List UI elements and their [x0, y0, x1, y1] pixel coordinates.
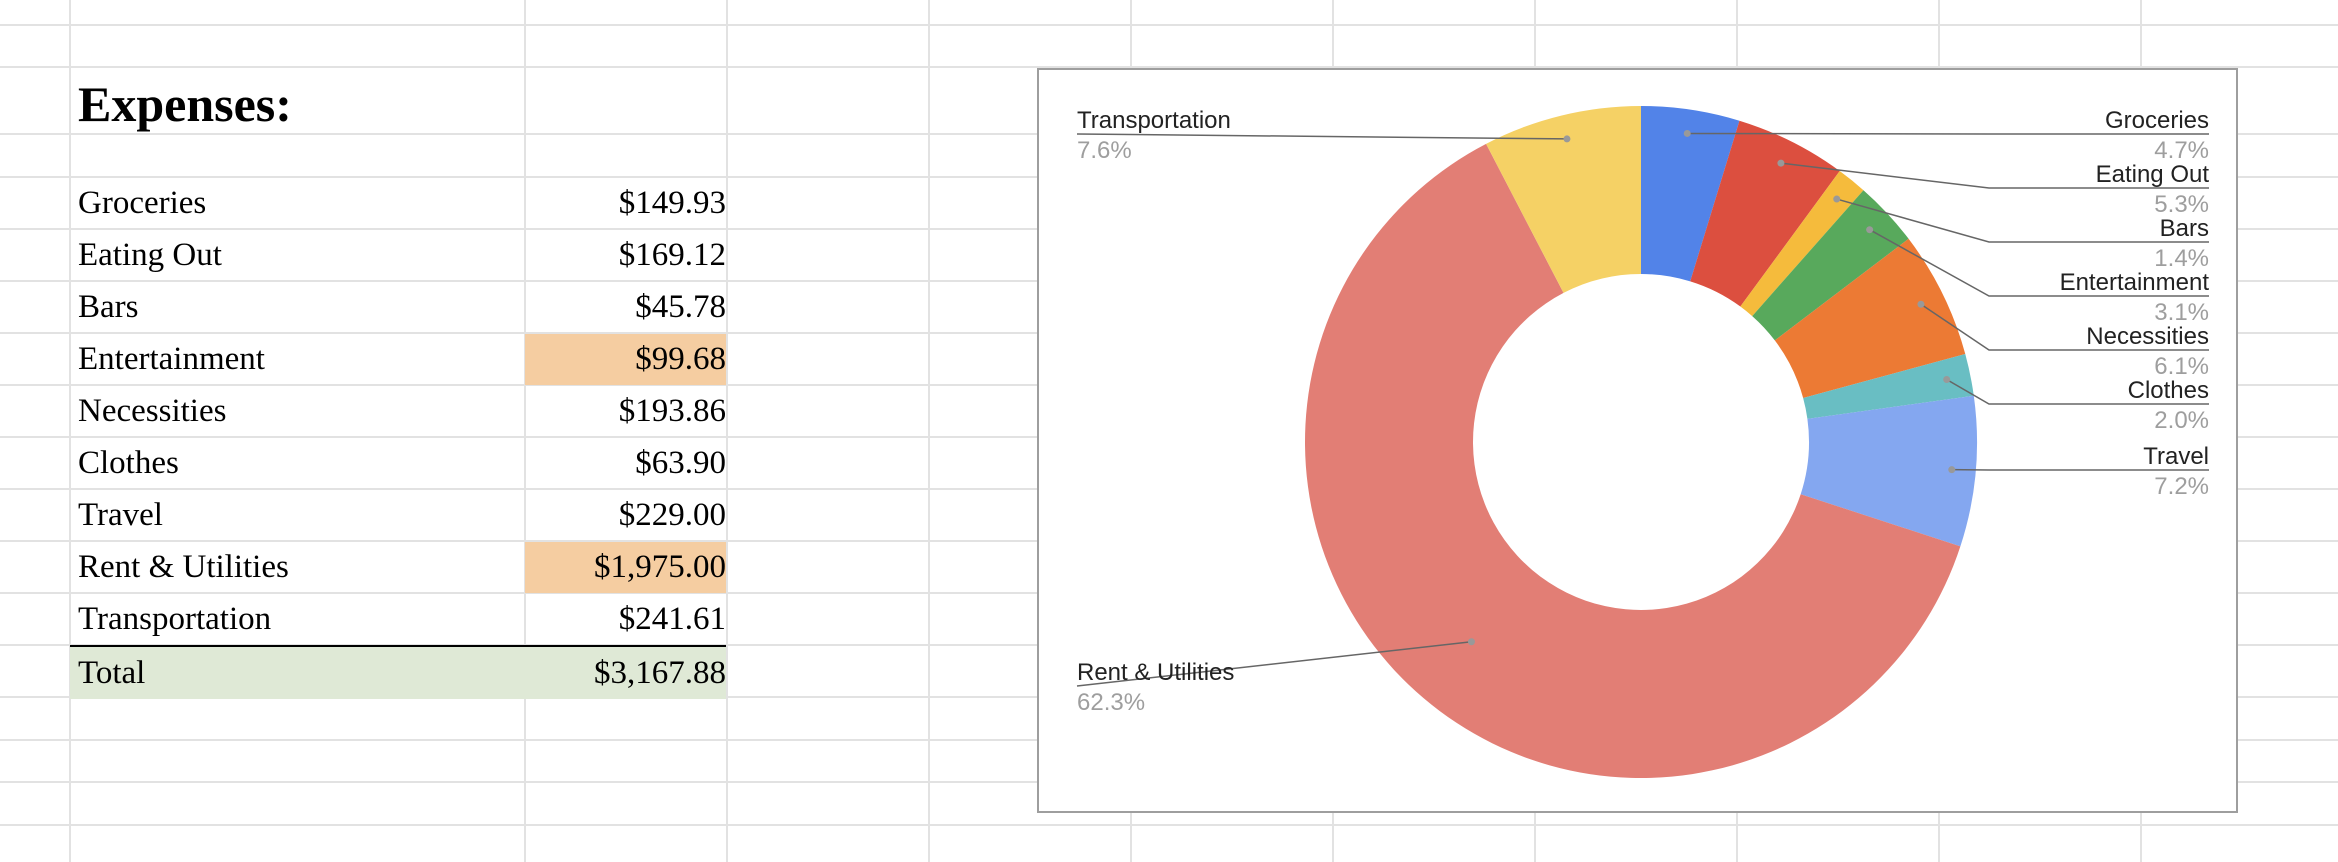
expense-amount-cell[interactable]: $63.90	[635, 445, 726, 481]
highlighted-cell	[525, 542, 726, 593]
expense-amount-cell[interactable]: $193.86	[618, 393, 726, 429]
donut-slice-rent-utilities[interactable]	[1305, 143, 1961, 779]
expense-amount-cell[interactable]: $1,975.00	[594, 549, 726, 585]
leader-dot	[1833, 195, 1841, 203]
sheet-title[interactable]: Expenses:	[78, 76, 292, 132]
expense-label-cell[interactable]: Bars	[78, 289, 139, 325]
leader-dot	[1467, 638, 1475, 646]
expense-label-cell[interactable]: Travel	[78, 497, 163, 533]
slice-percent-label: 4.7%	[2154, 137, 2209, 164]
expense-amount-cell[interactable]: $149.93	[618, 185, 726, 221]
slice-percent-label: 6.1%	[2154, 353, 2209, 380]
slice-percent-label: 62.3%	[1077, 689, 1145, 716]
slice-percent-label: 5.3%	[2154, 191, 2209, 218]
expense-label-cell[interactable]: Transportation	[78, 601, 272, 637]
slice-label: Travel	[2143, 443, 2209, 470]
leader-line	[1076, 641, 1472, 687]
expense-label-cell[interactable]: Necessities	[78, 393, 227, 429]
slice-percent-label: 2.0%	[2154, 407, 2209, 434]
slice-label: Bars	[2160, 215, 2209, 242]
donut-slice-eating-out[interactable]	[1690, 120, 1840, 307]
donut-slice-groceries[interactable]	[1641, 106, 1740, 282]
donut-slice-clothes[interactable]	[1803, 354, 1974, 419]
expense-label-cell[interactable]: Clothes	[78, 445, 179, 481]
donut-chart[interactable]: Groceries 4.7% Eating Out 5.3% Bars 1.4% Enter…	[1037, 68, 2238, 813]
slice-label: Clothes	[2128, 377, 2209, 404]
slice-label: Necessities	[2086, 323, 2209, 350]
donut-slice-travel[interactable]	[1800, 395, 1977, 547]
leader-line	[1869, 229, 2209, 297]
leader-line	[1076, 133, 1567, 140]
expense-amount-cell[interactable]: $99.68	[635, 341, 726, 377]
donut-chart-svg: Groceries 4.7%Eating Out 5.3%Bars 1.4%Enter…	[1076, 106, 2210, 779]
expense-amount-cell[interactable]: $45.78	[635, 289, 726, 325]
slice-percent-label: 7.6%	[1077, 137, 1132, 164]
highlighted-cell	[525, 334, 726, 385]
donut-slice-transportation[interactable]	[1486, 106, 1641, 293]
leader-line	[1780, 162, 2209, 189]
expense-label-cell[interactable]: Entertainment	[78, 341, 265, 377]
total-row-border	[70, 645, 726, 647]
slice-label: Eating Out	[2096, 161, 2210, 188]
slice-percent-label: 3.1%	[2154, 299, 2209, 326]
leader-line	[1687, 132, 2209, 135]
leader-dot	[1777, 159, 1785, 167]
donut-slice-bars[interactable]	[1740, 171, 1864, 317]
slice-label: Groceries	[2105, 107, 2209, 134]
slice-label: Entertainment	[2060, 269, 2210, 296]
expense-label-cell[interactable]: Eating Out	[78, 237, 222, 273]
slice-label: Transportation	[1077, 107, 1231, 134]
leader-dot	[1948, 466, 1956, 474]
leader-line	[1946, 378, 2209, 405]
expense-label-cell[interactable]: Rent & Utilities	[78, 549, 289, 585]
leader-dot	[1683, 129, 1691, 137]
leader-line	[1920, 303, 2209, 351]
leader-dot	[1917, 300, 1925, 308]
expense-amount-cell[interactable]: $229.00	[618, 497, 726, 533]
expense-amount-cell[interactable]: $169.12	[618, 237, 726, 273]
total-row-background	[70, 647, 726, 699]
slice-percent-label: 7.2%	[2154, 473, 2209, 500]
leader-dot	[1943, 376, 1951, 384]
expense-amount-cell[interactable]: $241.61	[618, 601, 726, 637]
total-amount-cell[interactable]: $3,167.88	[594, 655, 726, 691]
leader-line	[1836, 198, 2209, 243]
slice-label: Rent & Utilities	[1077, 659, 1234, 686]
total-label-cell[interactable]: Total	[78, 655, 146, 691]
donut-slice-necessities[interactable]	[1774, 238, 1966, 399]
slice-percent-label: 1.4%	[2154, 245, 2209, 272]
leader-dot	[1563, 135, 1571, 143]
expense-label-cell[interactable]: Groceries	[78, 185, 207, 221]
leader-dot	[1866, 226, 1874, 234]
